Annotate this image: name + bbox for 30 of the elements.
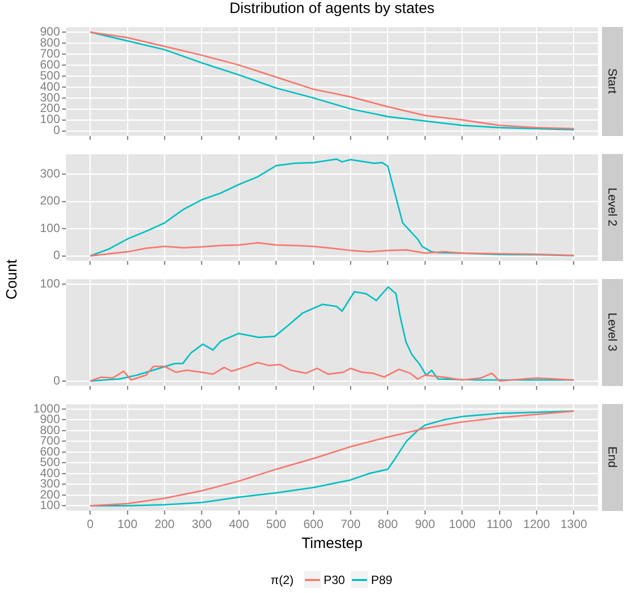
x-tick-label: 500 <box>266 517 287 532</box>
x-tick-label: 200 <box>154 517 175 532</box>
x-tick-label: 900 <box>414 517 436 532</box>
legend-title: π(2) <box>270 572 294 586</box>
x-tick-label: 300 <box>192 517 212 532</box>
y-tick-label: 100 <box>40 276 60 290</box>
text: End <box>606 446 620 468</box>
x-tick-label: 1300 <box>560 517 588 532</box>
x-tick-label: 600 <box>303 517 324 532</box>
x-tick-label: 100 <box>117 517 138 532</box>
legend-label: P30 <box>324 572 345 586</box>
x-tick-label: 400 <box>228 517 250 532</box>
x-tick-label: 0 <box>86 517 94 532</box>
y-tick-label: 100 <box>40 220 60 235</box>
x-tick-label: 1200 <box>523 517 550 532</box>
text: Start <box>606 68 620 94</box>
y-axis-title: Count <box>4 259 20 300</box>
legend-label: P89 <box>370 572 392 586</box>
x-axis-title: Timestep <box>301 535 363 552</box>
y-tick-label: 0 <box>53 373 60 388</box>
x-tick-label: 800 <box>378 517 398 532</box>
y-tick-label: 200 <box>40 194 60 208</box>
x-tick-label: 1100 <box>486 517 513 532</box>
text: Level 3 <box>606 313 620 352</box>
x-tick-label: 700 <box>340 517 361 532</box>
x-tick-label: 1000 <box>448 517 476 532</box>
text: Level 2 <box>606 188 620 227</box>
y-tick-label: 0 <box>53 248 60 262</box>
chart-title: Distribution of agents by states <box>228 0 436 18</box>
y-tick-label: 300 <box>40 166 60 180</box>
